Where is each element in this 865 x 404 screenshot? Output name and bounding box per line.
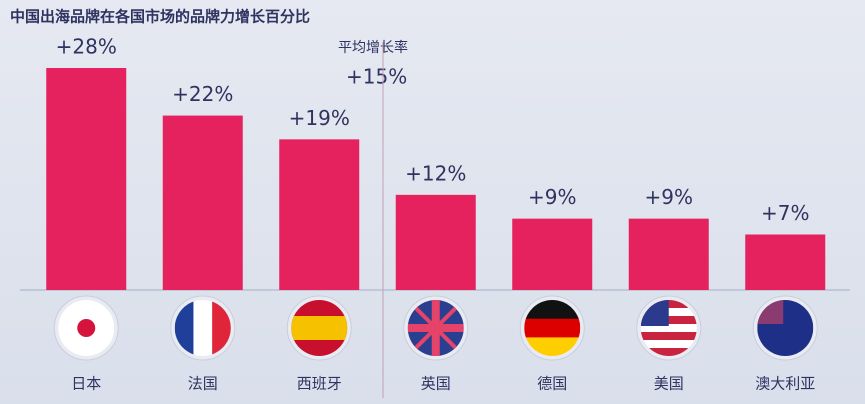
x-tick-label: 日本 [71,375,101,393]
value-label: +28% [56,35,117,59]
flag-stripe [524,300,581,319]
flag-stripe [524,337,581,356]
flag [174,300,231,356]
bar [46,68,127,290]
flag [524,300,581,356]
flag-sun [77,319,96,337]
flag [58,300,115,356]
flag-stripe [640,348,697,356]
x-tick-label: 西班牙 [297,375,342,393]
annotation-text: 平均增长率 [338,39,408,56]
flag [407,300,464,356]
chart-title: 中国出海品牌在各国市场的品牌力增长百分比 [10,8,310,26]
flag-stripe [291,316,348,340]
value-label: +22% [172,82,233,106]
annotation-value: +15% [346,65,407,89]
value-label: +12% [405,161,466,185]
x-tick-label: 德国 [537,375,567,393]
value-label: +9% [645,185,694,209]
flag-stripe [524,318,581,338]
value-label: +9% [528,185,577,209]
bar [162,115,243,290]
value-label: +19% [289,106,350,130]
x-tick-label: 英国 [421,375,451,393]
bar [512,218,593,290]
x-tick-label: 法国 [188,375,218,393]
bar [745,234,826,290]
bar [628,218,709,290]
bar [395,194,476,290]
value-label: +7% [761,201,810,225]
flag-stripe [640,324,697,332]
flag [640,300,697,356]
flag-stripe [193,300,213,356]
flag-stripe [640,332,697,340]
flag [757,300,814,356]
flag-cross [431,300,440,356]
flag-stripe [212,300,231,356]
x-tick-label: 美国 [654,375,684,393]
bar [279,139,360,290]
flag [291,300,348,356]
x-tick-label: 澳大利亚 [755,375,815,393]
flag-stripe [640,340,697,348]
flag-stripe [174,300,194,356]
